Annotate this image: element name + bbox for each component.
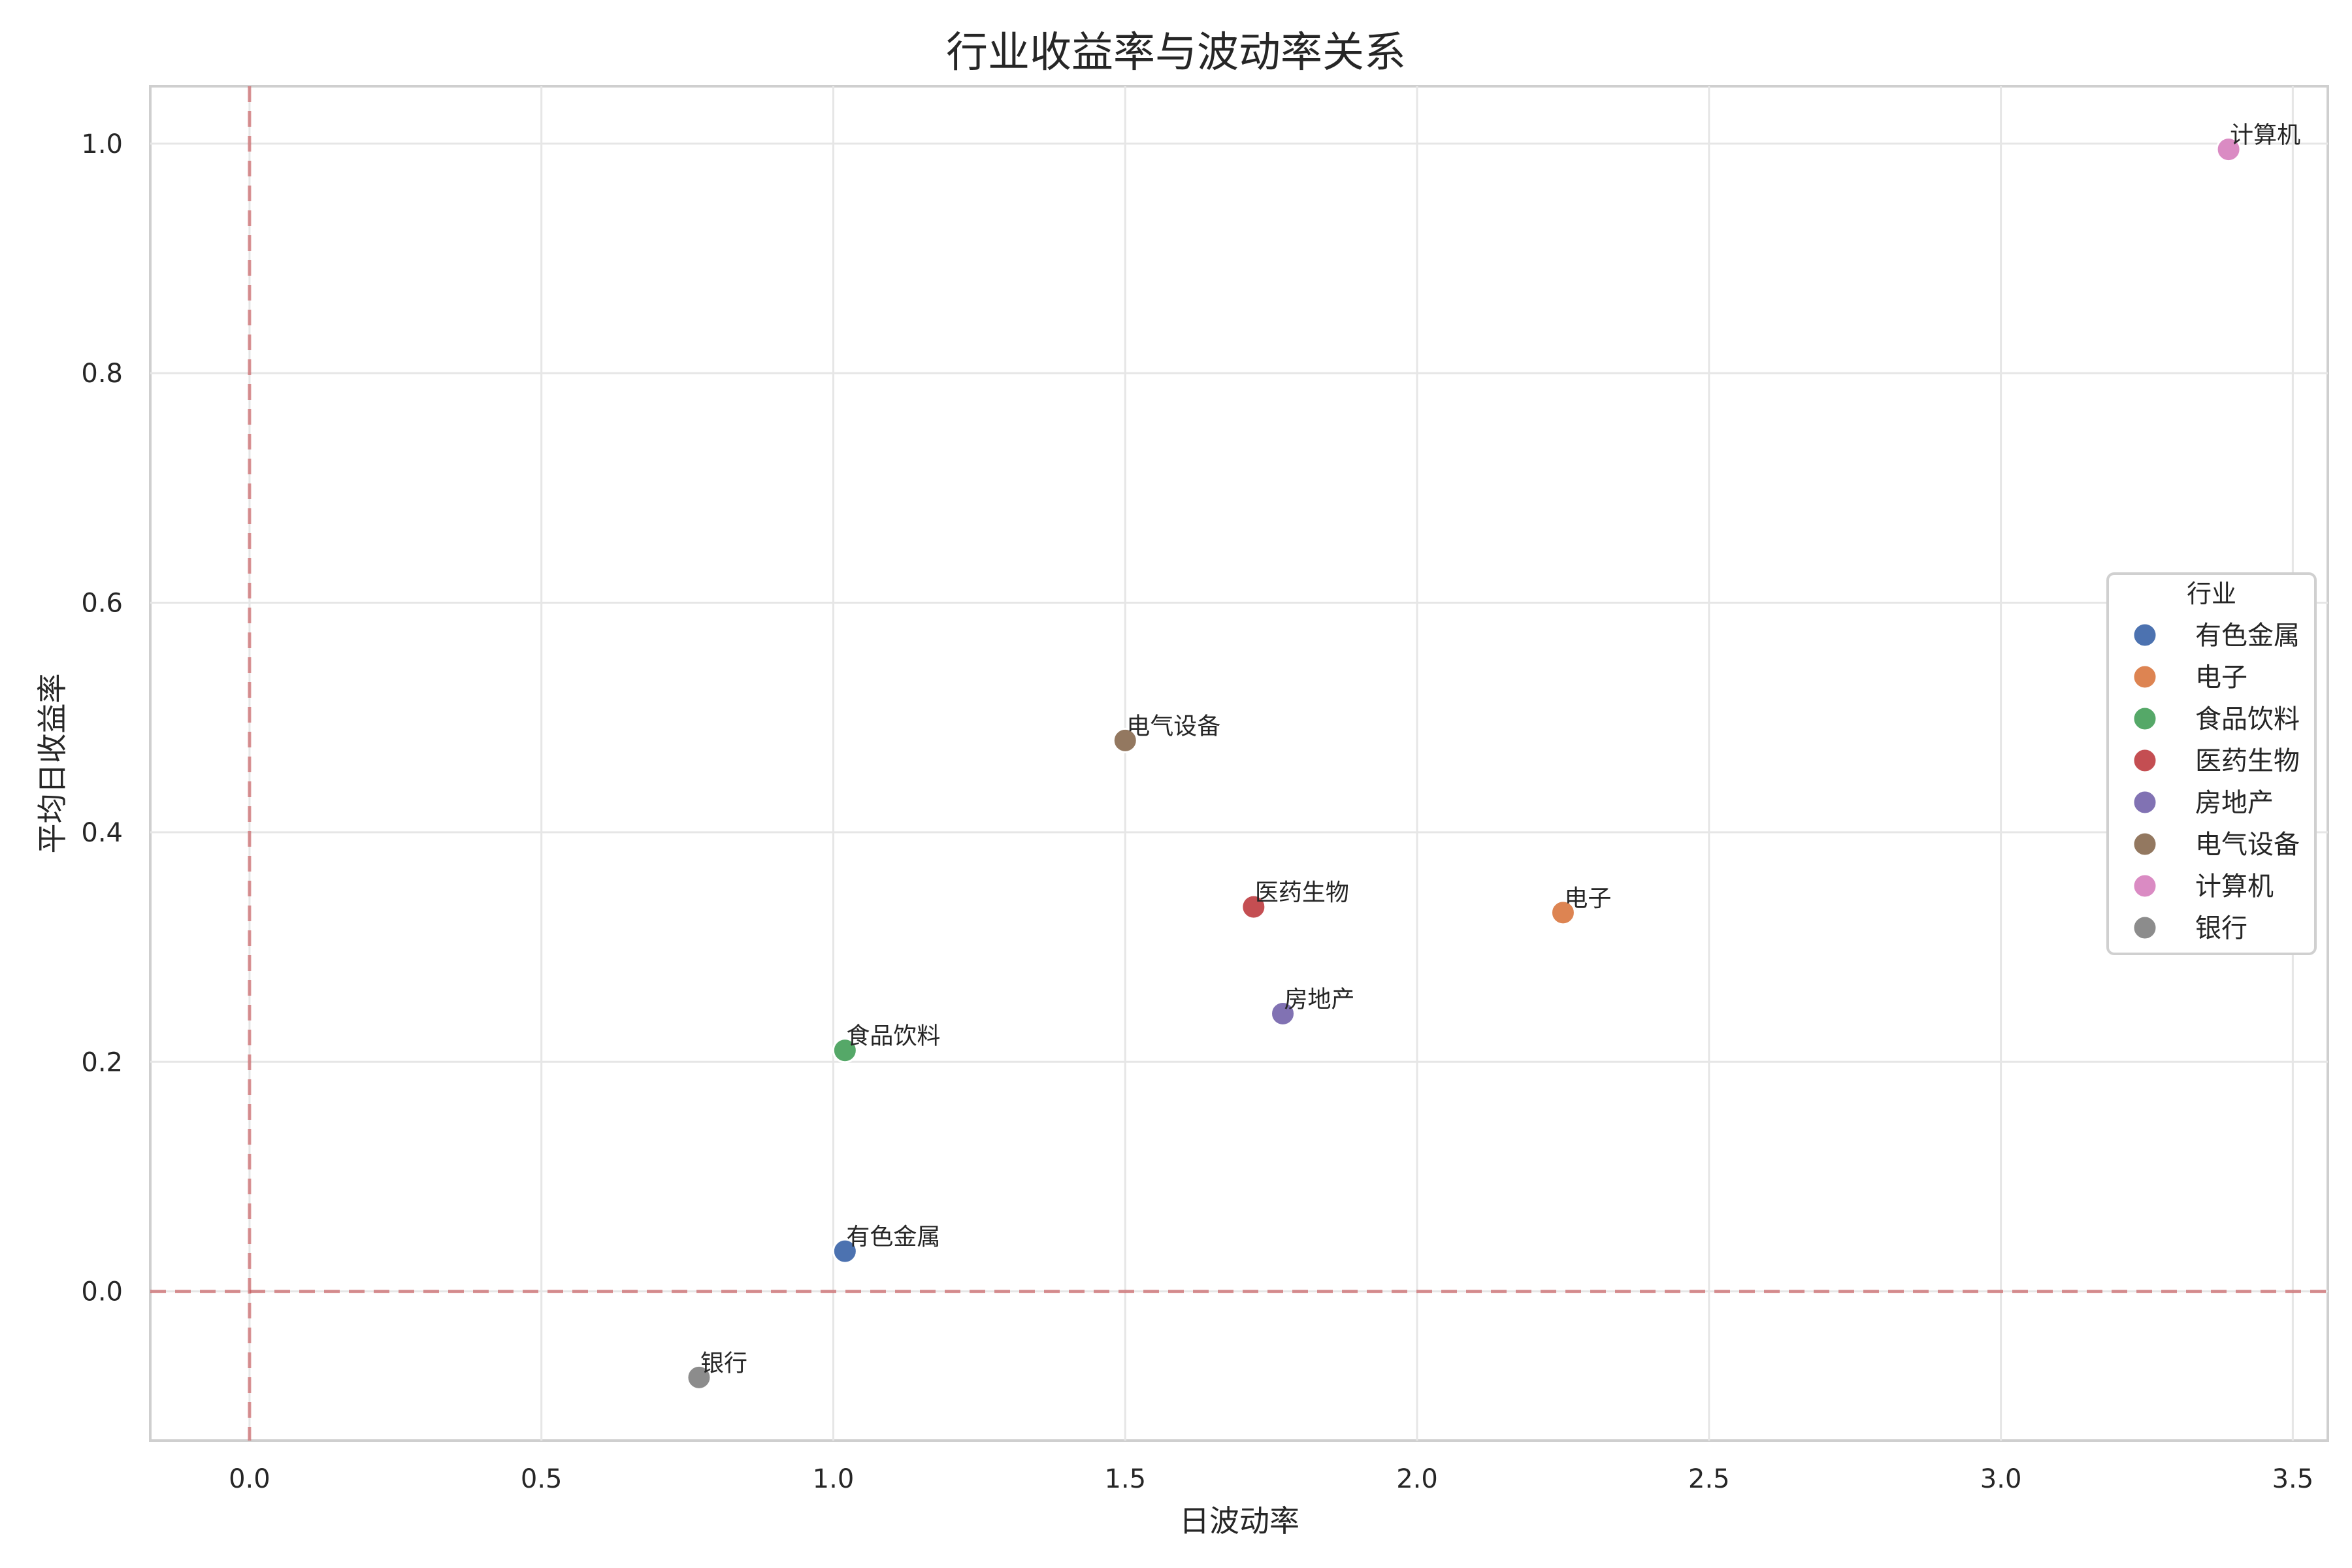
data-points	[686, 137, 2242, 1390]
legend-marker	[2132, 664, 2158, 690]
legend-marker	[2132, 789, 2158, 815]
tick-labels: 0.0 0.5 1.0 1.5 2.0 2.5 3.0 3.5 0.0 0.2 0.4 0.6 0.8 1…	[81, 129, 2313, 1494]
x-tick-label: 1.5	[1104, 1464, 1146, 1494]
x-tick-label: 2.0	[1396, 1464, 1438, 1494]
legend-marker	[2132, 706, 2158, 732]
chart-title: 行业收益率与波动率关系	[946, 29, 1406, 77]
data-point	[1112, 727, 1138, 753]
x-tick-label: 0.5	[521, 1464, 563, 1494]
data-point-label: 房地产	[1284, 986, 1355, 1013]
data-point	[1270, 1000, 1296, 1026]
y-tick-label: 0.2	[81, 1047, 123, 1077]
legend-label: 食品饮料	[2195, 704, 2300, 734]
legend-label: 电气设备	[2195, 830, 2300, 860]
plot-frame	[149, 85, 2329, 1442]
x-tick-label: 1.0	[813, 1464, 855, 1494]
x-tick-label: 3.0	[1980, 1464, 2022, 1494]
legend-label: 计算机	[2195, 872, 2274, 902]
y-tick-label: 0.4	[81, 818, 123, 848]
legend-box	[2106, 572, 2317, 955]
y-tick-label: 0.0	[81, 1277, 123, 1307]
data-point-label: 食品饮料	[846, 1023, 940, 1050]
data-point	[832, 1238, 858, 1264]
grid-layer	[150, 86, 2328, 1441]
x-axis-label: 日波动率	[1179, 1503, 1299, 1539]
data-point	[832, 1037, 858, 1064]
data-point-label: 有色金属	[846, 1224, 940, 1250]
data-point-label: 银行	[700, 1350, 747, 1377]
legend-label: 房地产	[2195, 788, 2274, 818]
legend-label: 有色金属	[2195, 621, 2300, 651]
y-tick-label: 0.6	[81, 589, 123, 619]
reference-lines	[150, 86, 2328, 1441]
legend-label: 电子	[2195, 662, 2247, 693]
data-point-label: 计算机	[2230, 122, 2300, 149]
x-tick-label: 3.5	[2272, 1464, 2314, 1494]
data-point	[1550, 900, 1576, 926]
x-tick-label: 2.5	[1688, 1464, 1730, 1494]
data-point	[1241, 894, 1267, 920]
legend-marker	[2132, 915, 2158, 941]
legend-label: 医药生物	[2195, 746, 2300, 776]
legend-marker	[2132, 831, 2158, 857]
y-tick-label: 0.8	[81, 359, 123, 389]
data-point	[686, 1364, 712, 1390]
data-point-label: 医药生物	[1255, 879, 1349, 906]
y-tick-label: 1.0	[81, 129, 123, 159]
data-point	[2215, 137, 2242, 163]
y-axis-label: 平均日收益率	[35, 674, 70, 854]
legend-marker	[2132, 622, 2158, 648]
legend-marker	[2132, 873, 2158, 899]
data-point-label: 电气设备	[1126, 713, 1220, 740]
legend-label: 银行	[2195, 913, 2247, 943]
legend-marker	[2132, 747, 2158, 774]
legend-title: 行业	[2187, 580, 2236, 608]
x-tick-label: 0.0	[229, 1464, 270, 1494]
data-point-label: 电子	[1564, 885, 1611, 912]
